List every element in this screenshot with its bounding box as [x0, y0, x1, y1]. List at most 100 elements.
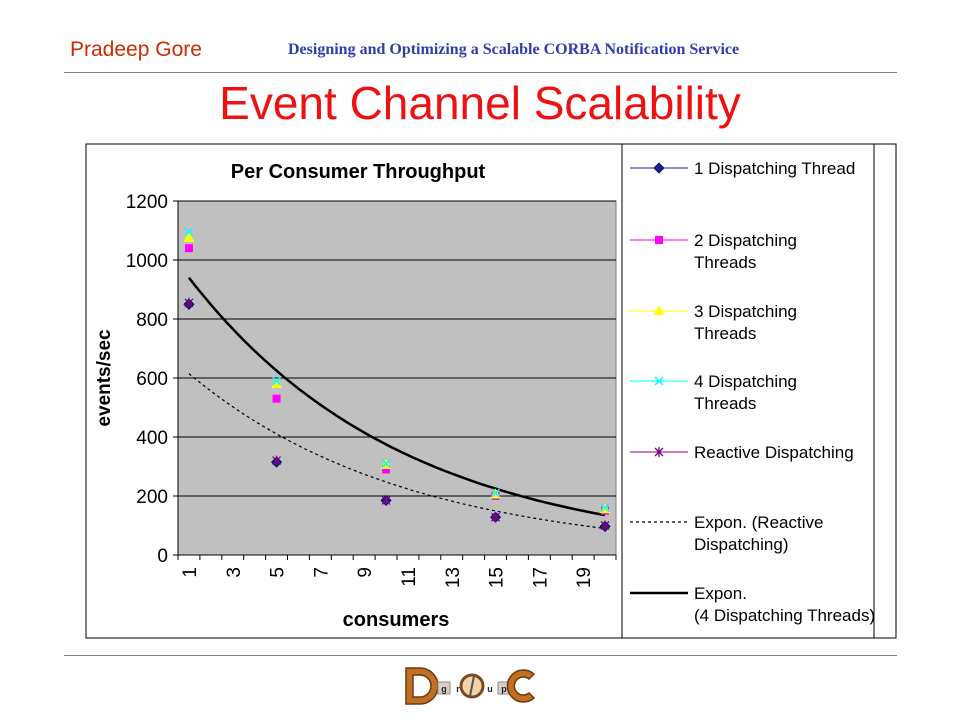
author-name: Pradeep Gore	[70, 38, 202, 61]
legend-entry: Expon. (4 Dispatching Threads)	[630, 584, 875, 625]
triangle-marker	[183, 231, 195, 242]
x-tick-label: 9	[355, 567, 376, 578]
star-marker	[600, 520, 610, 531]
data-point	[381, 459, 391, 469]
y-tick-label: 200	[136, 487, 168, 508]
throughput-chart: Per Consumer Throughput 0 200 400 600 800 100…	[85, 143, 897, 639]
data-point	[184, 244, 193, 253]
x-tick-label: 13	[443, 567, 464, 588]
y-tick-label: 800	[136, 310, 168, 331]
legend-box	[621, 143, 875, 639]
y-tick-label: 0	[157, 546, 168, 567]
data-point	[382, 465, 391, 474]
legend-label-line: (4 Dispatching Threads)	[694, 606, 875, 625]
legend-label-line: Expon. (Reactive	[694, 513, 823, 532]
footer-rule	[64, 655, 897, 656]
data-point	[272, 376, 282, 386]
legend: 1 Dispatching Thread 2 Dispatching Threads…	[630, 159, 875, 625]
x-marker	[272, 376, 282, 386]
legend-label: 2 Dispatching Threads	[694, 231, 797, 272]
triangle-marker	[271, 377, 283, 388]
data-point	[491, 512, 501, 523]
x-tick-label: 3	[224, 567, 245, 578]
legend-label: 3 Dispatching Threads	[694, 302, 797, 343]
legend-label-line: 3 Dispatching	[694, 302, 797, 321]
star-marker	[184, 297, 194, 308]
star-marker	[272, 455, 282, 466]
logo-g-tile	[437, 681, 451, 695]
x-marker	[381, 459, 391, 469]
star-marker	[381, 495, 391, 506]
data-point	[272, 394, 281, 403]
doc-group-logo: g r u p	[405, 667, 536, 705]
square-marker	[272, 394, 281, 403]
y-axis-label: events/sec	[94, 329, 115, 427]
y-tick-label: 600	[136, 369, 168, 390]
logo-u-letter: u	[487, 684, 493, 694]
data-point	[271, 377, 283, 388]
header-rule	[64, 72, 897, 73]
diamond-marker	[653, 162, 665, 174]
x-tick-label: 19	[574, 567, 595, 588]
square-marker	[382, 465, 391, 474]
logo-c-letter	[506, 669, 536, 703]
legend-label: Reactive Dispatching	[694, 443, 854, 462]
legend-entry: 1 Dispatching Thread	[630, 159, 855, 178]
data-point	[183, 231, 195, 242]
x-marker	[184, 227, 194, 237]
logo-r-letter: r	[456, 684, 460, 694]
legend-entry: 3 Dispatching Threads	[630, 302, 797, 343]
data-point	[600, 520, 610, 531]
star-marker	[654, 447, 664, 457]
logo-g-letter: g	[441, 684, 447, 694]
x-marker	[600, 503, 610, 513]
legend-label: 1 Dispatching Thread	[694, 159, 855, 178]
data-points	[183, 227, 611, 532]
y-axis-ticks: 0 200 400 600 800 1000 1200	[126, 192, 179, 567]
legend-label-line: Dispatching)	[694, 535, 789, 554]
data-point	[600, 503, 610, 513]
legend-label-line: 2 Dispatching	[694, 231, 797, 250]
triangle-marker	[653, 305, 665, 315]
x-marker	[654, 376, 664, 386]
x-marker	[491, 488, 501, 498]
presentation-subtitle: Designing and Optimizing a Scalable CORB…	[288, 41, 740, 58]
x-axis-label: consumers	[343, 609, 450, 631]
logo-o-slash	[469, 675, 475, 697]
legend-label-line: Threads	[694, 253, 756, 272]
x-tick-label: 5	[268, 567, 289, 578]
chart-title: Per Consumer Throughput	[231, 161, 486, 183]
square-marker	[655, 236, 663, 244]
legend-marker	[654, 447, 664, 457]
legend-marker	[655, 236, 663, 244]
data-point	[184, 297, 194, 308]
legend-marker	[654, 376, 664, 386]
star-marker	[491, 512, 501, 523]
legend-entry: 2 Dispatching Threads	[630, 231, 797, 272]
legend-label: Expon. (Reactive Dispatching)	[694, 513, 823, 554]
legend-label-line: Threads	[694, 324, 756, 343]
slide-title: Event Channel Scalability	[219, 77, 741, 129]
y-tick-label: 1000	[126, 251, 168, 272]
data-point	[272, 455, 282, 466]
trendlines	[187, 276, 606, 530]
legend-entry: 4 Dispatching Threads	[630, 372, 797, 413]
y-tick-label: 1200	[126, 192, 168, 213]
legend-label-line: Threads	[694, 394, 756, 413]
legend-entry: Reactive Dispatching	[630, 443, 854, 462]
x-tick-label: 1	[180, 567, 201, 578]
x-tick-label: 11	[399, 567, 420, 587]
legend-label: 4 Dispatching Threads	[694, 372, 797, 413]
legend-marker	[653, 162, 665, 174]
data-point	[381, 495, 391, 506]
trendline	[187, 276, 606, 517]
legend-marker	[653, 305, 665, 315]
square-marker	[184, 244, 193, 253]
legend-label-line: 4 Dispatching	[694, 372, 797, 391]
x-axis-ticks: 1 3 5 7 9 11 13 15 17 19	[177, 554, 617, 588]
trendline	[188, 373, 606, 530]
y-tick-label: 400	[136, 428, 168, 449]
logo-d-letter	[405, 667, 439, 705]
legend-entry: Expon. (Reactive Dispatching)	[630, 513, 823, 554]
logo-p-letter: p	[501, 684, 507, 694]
